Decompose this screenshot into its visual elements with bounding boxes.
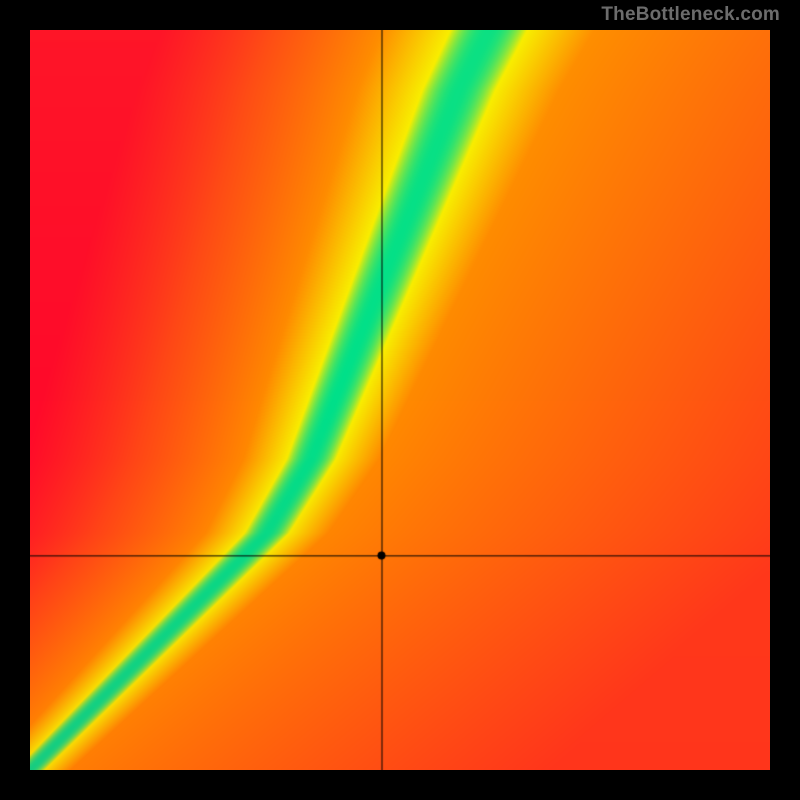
chart-container: TheBottleneck.com: [0, 0, 800, 800]
bottleneck-heatmap: [30, 30, 770, 770]
attribution-label: TheBottleneck.com: [601, 4, 780, 26]
